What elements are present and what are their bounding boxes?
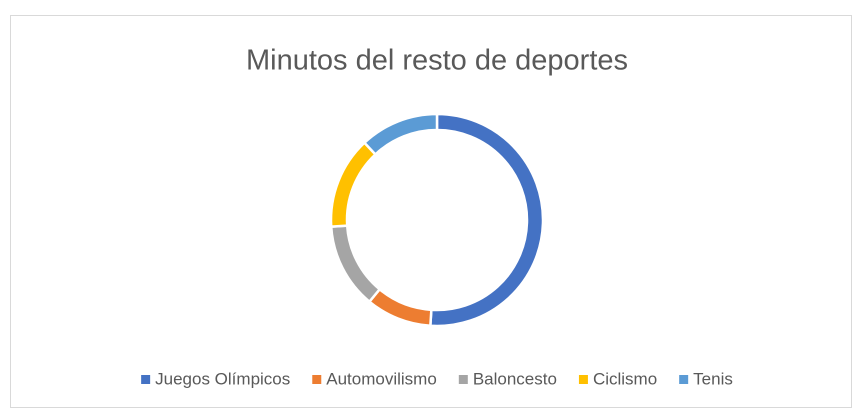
legend-swatch (578, 375, 588, 384)
chart-border (10, 15, 852, 408)
legend-label: Juegos Olímpicos (155, 369, 290, 388)
chart-title: Minutos del resto de deportes (246, 45, 628, 77)
legend-label: Baloncesto (473, 369, 557, 388)
legend-label: Tenis (693, 369, 733, 388)
legend-swatch (679, 375, 689, 384)
donut-segment (362, 112, 439, 157)
legend-label: Automovilismo (326, 369, 437, 388)
legend-label: Ciclismo (593, 369, 657, 388)
legend-swatch (141, 375, 151, 384)
legend-swatch (312, 375, 322, 384)
legend-swatch (458, 375, 468, 384)
